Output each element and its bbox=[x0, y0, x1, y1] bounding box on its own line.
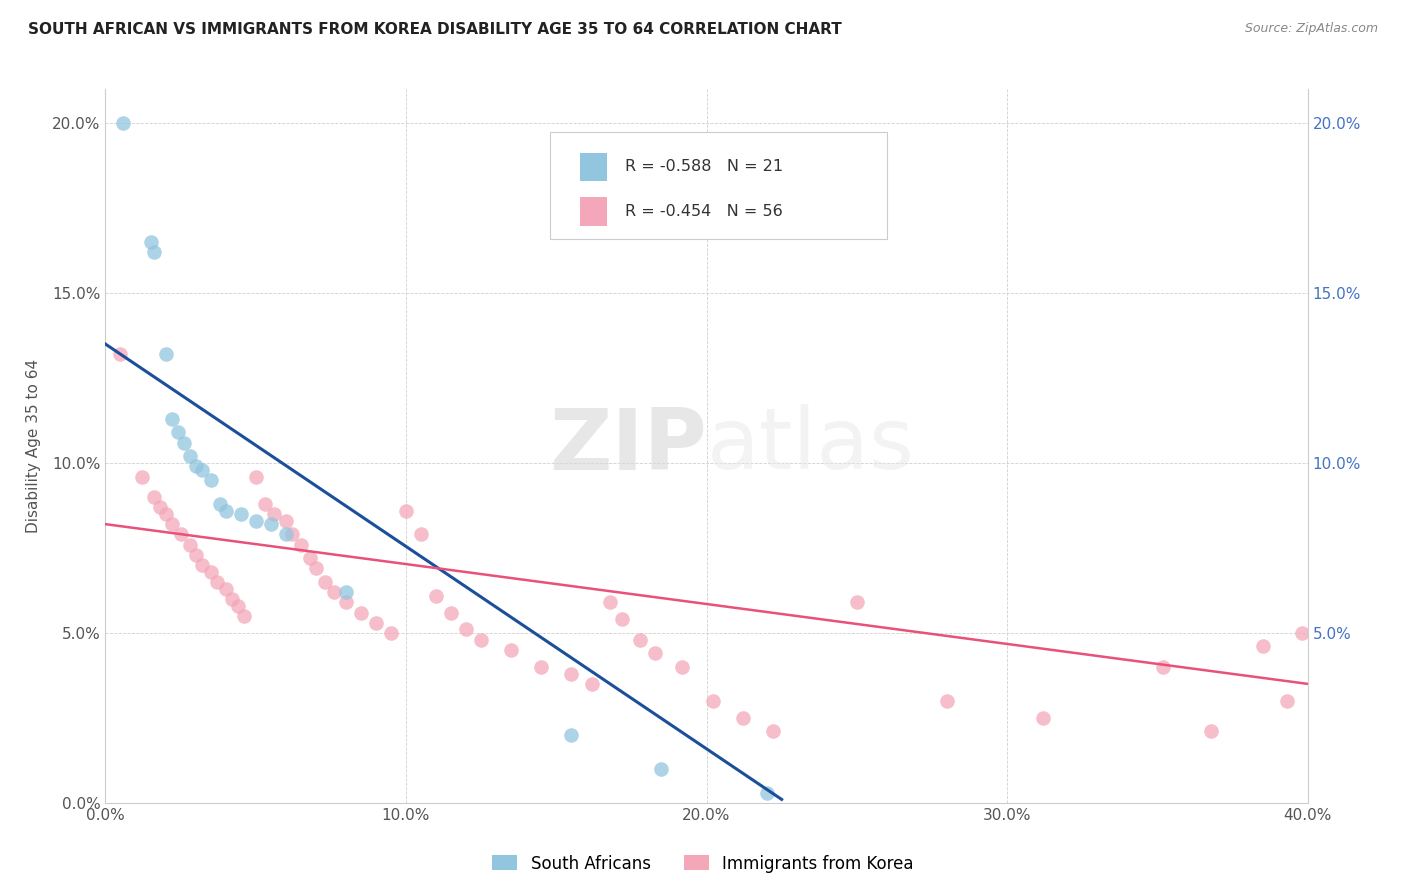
Point bbox=[263, 507, 285, 521]
Point bbox=[179, 449, 201, 463]
Point bbox=[155, 507, 177, 521]
Point bbox=[702, 694, 724, 708]
Text: Source: ZipAtlas.com: Source: ZipAtlas.com bbox=[1244, 22, 1378, 36]
Point bbox=[274, 514, 297, 528]
Point bbox=[314, 574, 336, 589]
Point bbox=[298, 551, 321, 566]
Point bbox=[142, 245, 165, 260]
Point bbox=[226, 599, 249, 613]
Point bbox=[232, 608, 254, 623]
Point bbox=[454, 623, 477, 637]
Point bbox=[208, 497, 231, 511]
Legend: South Africans, Immigrants from Korea: South Africans, Immigrants from Korea bbox=[485, 848, 921, 880]
Point bbox=[1275, 694, 1298, 708]
Point bbox=[260, 517, 283, 532]
Point bbox=[322, 585, 344, 599]
Point bbox=[148, 500, 170, 515]
Point bbox=[160, 412, 183, 426]
Point bbox=[166, 425, 188, 440]
Point bbox=[409, 527, 432, 541]
Text: ZIP: ZIP bbox=[548, 404, 707, 488]
Point bbox=[139, 235, 162, 249]
Point bbox=[731, 711, 754, 725]
Y-axis label: Disability Age 35 to 64: Disability Age 35 to 64 bbox=[27, 359, 41, 533]
Point bbox=[335, 585, 357, 599]
Point bbox=[560, 728, 582, 742]
Point bbox=[142, 490, 165, 504]
Point bbox=[245, 514, 267, 528]
Point bbox=[190, 463, 212, 477]
Point bbox=[200, 473, 222, 487]
Point bbox=[1201, 724, 1223, 739]
Point bbox=[214, 582, 236, 596]
Point bbox=[530, 660, 553, 674]
Point bbox=[1152, 660, 1174, 674]
Bar bbox=[581, 197, 607, 226]
Point bbox=[628, 632, 651, 647]
Point bbox=[179, 537, 201, 551]
Point bbox=[425, 589, 447, 603]
Point bbox=[936, 694, 959, 708]
Point bbox=[205, 574, 228, 589]
Point bbox=[671, 660, 693, 674]
Text: atlas: atlas bbox=[707, 404, 914, 488]
Point bbox=[305, 561, 328, 575]
Point bbox=[581, 677, 603, 691]
Point bbox=[1291, 626, 1313, 640]
Point bbox=[350, 606, 373, 620]
Point bbox=[440, 606, 463, 620]
Point bbox=[221, 591, 243, 606]
Point bbox=[214, 503, 236, 517]
Point bbox=[762, 724, 785, 739]
Point bbox=[169, 527, 191, 541]
Bar bbox=[581, 153, 607, 181]
Point bbox=[364, 615, 387, 630]
Point bbox=[1032, 711, 1054, 725]
Point bbox=[612, 612, 634, 626]
Point bbox=[253, 497, 276, 511]
Point bbox=[501, 643, 523, 657]
Point bbox=[245, 469, 267, 483]
Text: SOUTH AFRICAN VS IMMIGRANTS FROM KOREA DISABILITY AGE 35 TO 64 CORRELATION CHART: SOUTH AFRICAN VS IMMIGRANTS FROM KOREA D… bbox=[28, 22, 842, 37]
Point bbox=[184, 548, 207, 562]
Point bbox=[110, 347, 132, 361]
Point bbox=[112, 116, 135, 130]
Point bbox=[281, 527, 304, 541]
Text: R = -0.588   N = 21: R = -0.588 N = 21 bbox=[624, 160, 783, 175]
Point bbox=[131, 469, 153, 483]
Point bbox=[755, 786, 778, 800]
Point bbox=[599, 595, 621, 609]
Point bbox=[560, 666, 582, 681]
Point bbox=[335, 595, 357, 609]
Point bbox=[229, 507, 252, 521]
Point bbox=[184, 459, 207, 474]
Point bbox=[380, 626, 402, 640]
Point bbox=[173, 435, 195, 450]
Point bbox=[395, 503, 418, 517]
Point bbox=[650, 762, 672, 776]
Point bbox=[845, 595, 868, 609]
Text: R = -0.454   N = 56: R = -0.454 N = 56 bbox=[624, 204, 783, 219]
Point bbox=[274, 527, 297, 541]
Point bbox=[190, 558, 212, 572]
Point bbox=[644, 646, 666, 660]
Point bbox=[160, 517, 183, 532]
Point bbox=[1251, 640, 1274, 654]
Point bbox=[200, 565, 222, 579]
Point bbox=[290, 537, 312, 551]
FancyBboxPatch shape bbox=[550, 132, 887, 239]
Point bbox=[470, 632, 492, 647]
Point bbox=[155, 347, 177, 361]
